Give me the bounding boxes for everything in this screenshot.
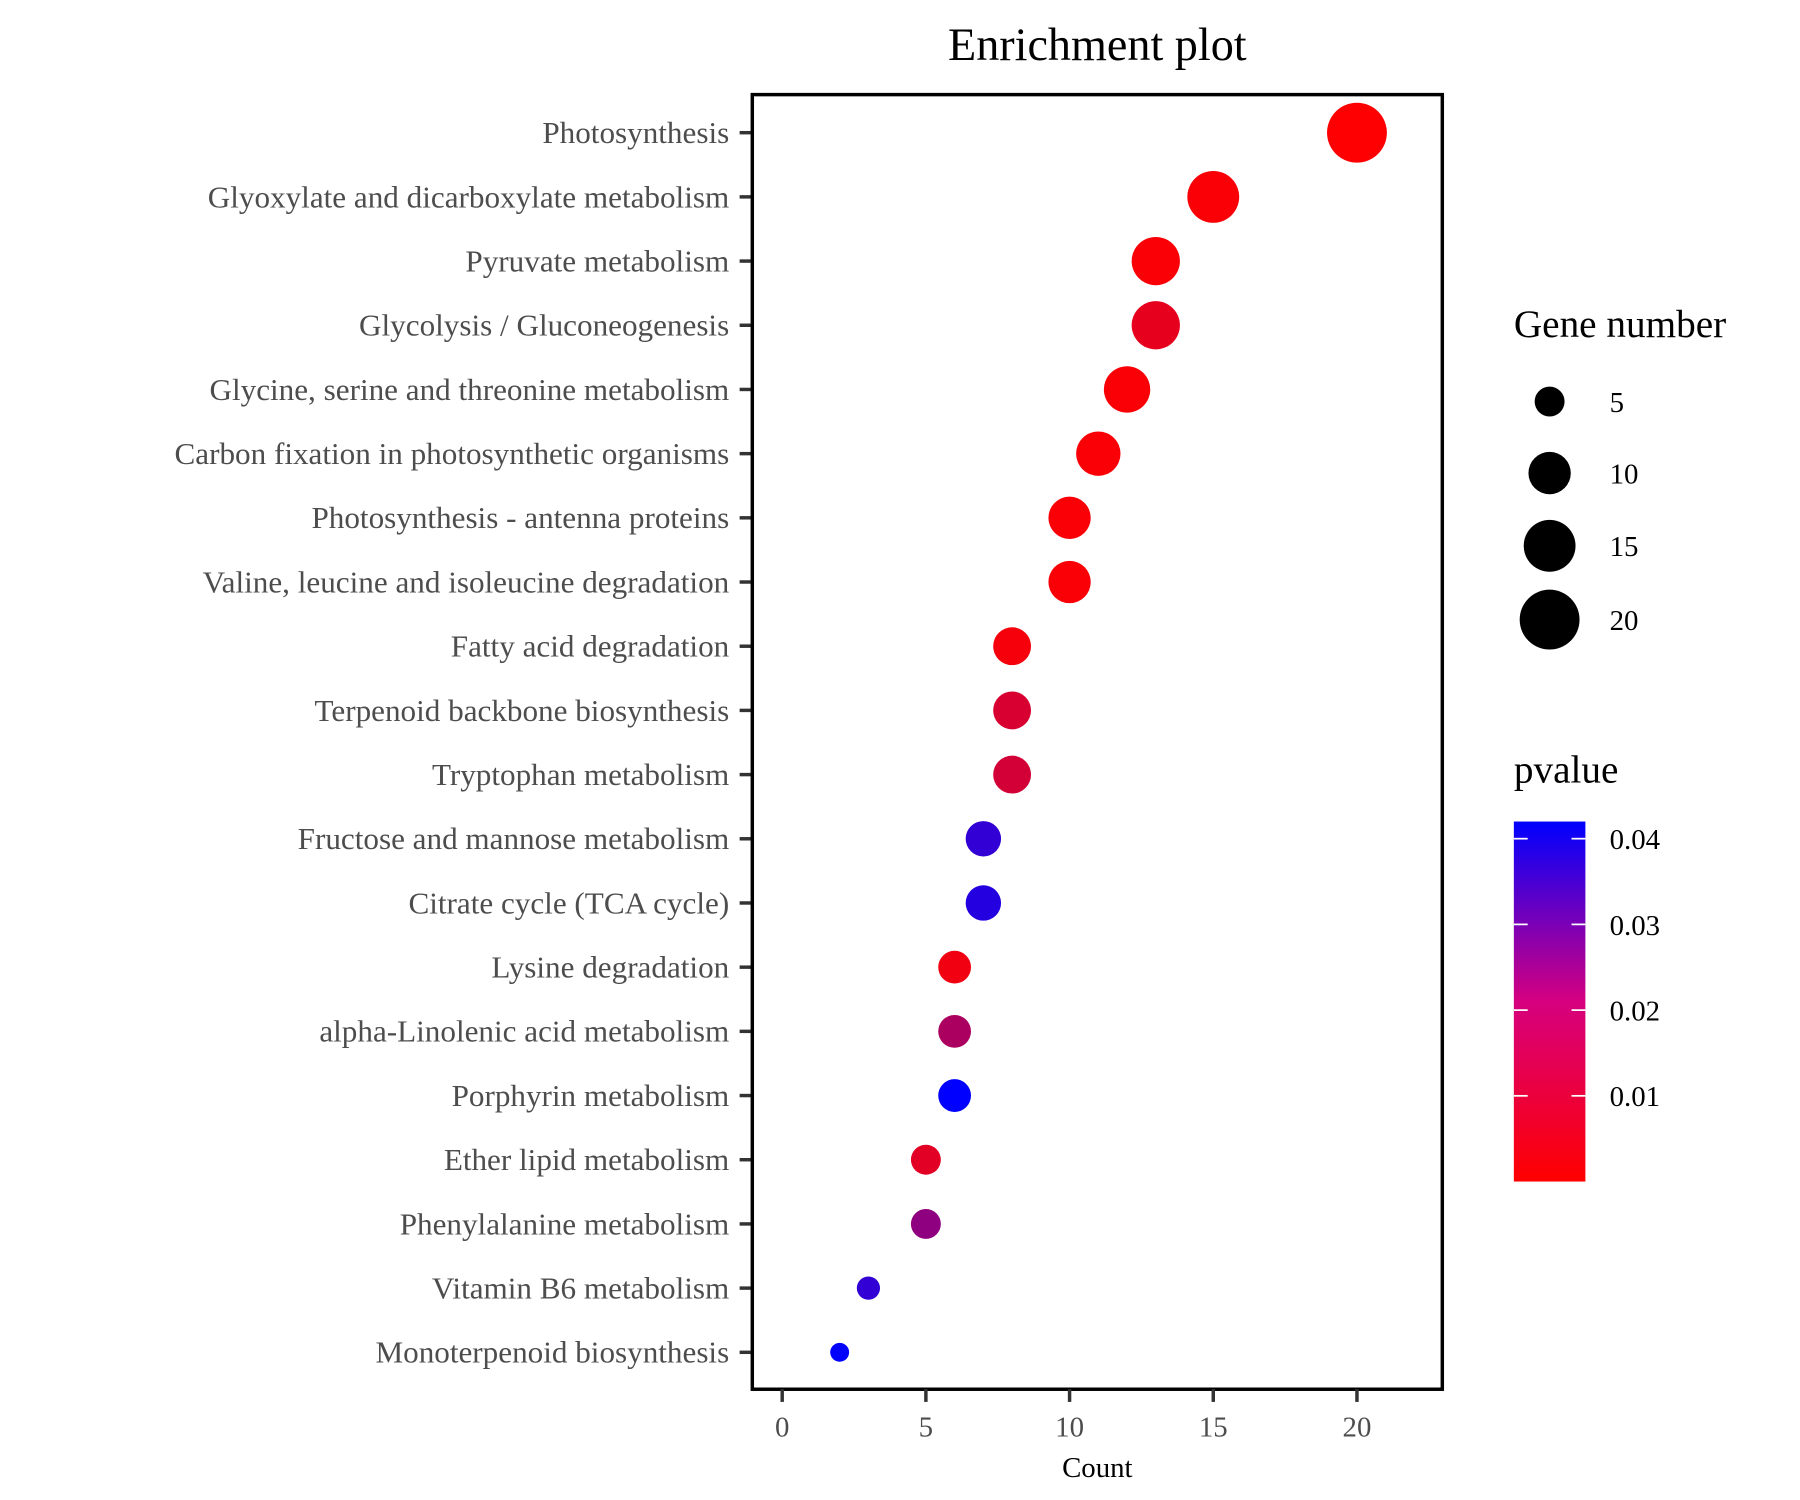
x-tick-label: 0	[775, 1412, 789, 1444]
size-legend-label: 5	[1610, 387, 1624, 419]
y-tick-label: Photosynthesis - antenna proteins	[311, 500, 729, 535]
data-point	[993, 627, 1032, 666]
x-tick-label: 5	[919, 1412, 933, 1444]
data-point	[1131, 236, 1180, 286]
y-tick-label: Monoterpenoid biosynthesis	[375, 1335, 729, 1370]
x-axis-label: Count	[1062, 1452, 1132, 1484]
size-legend-dot	[1519, 589, 1580, 650]
y-tick-label: Ether lipid metabolism	[444, 1142, 729, 1177]
data-point	[1131, 301, 1180, 350]
size-legend-title: Gene number	[1514, 303, 1726, 346]
size-legend-dot	[1523, 519, 1576, 572]
y-tick-label: Photosynthesis	[542, 115, 729, 150]
data-point	[856, 1276, 881, 1300]
data-point	[1076, 431, 1121, 476]
y-tick-label: Pyruvate metabolism	[465, 243, 729, 278]
y-tick-label: Porphyrin metabolism	[452, 1078, 730, 1113]
y-tick-label: Citrate cycle (TCA cycle)	[408, 885, 729, 920]
y-tick-label: alpha-Linolenic acid metabolism	[319, 1014, 729, 1049]
y-tick-label: Glycine, serine and threonine metabolism	[209, 372, 729, 407]
data-point	[1048, 560, 1091, 604]
y-tick-label: Phenylalanine metabolism	[400, 1206, 730, 1241]
y-tick-label: Fructose and mannose metabolism	[298, 821, 730, 856]
data-point	[993, 691, 1032, 730]
data-point	[993, 755, 1032, 794]
color-legend-label: 0.01	[1610, 1081, 1660, 1113]
data-point	[910, 1144, 941, 1175]
y-tick-label: Tryptophan metabolism	[432, 757, 729, 792]
data-point	[830, 1342, 850, 1362]
x-tick-label: 10	[1055, 1412, 1084, 1444]
x-tick-label: 15	[1199, 1412, 1228, 1444]
plot-panel-border	[750, 92, 1445, 1391]
size-legend-label: 20	[1610, 605, 1639, 637]
data-point	[1103, 366, 1151, 413]
data-point	[965, 821, 1002, 857]
y-tick-label: Terpenoid backbone biosynthesis	[315, 693, 730, 728]
color-bar	[1513, 821, 1586, 1182]
data-point	[1187, 170, 1240, 223]
color-legend-title: pvalue	[1514, 748, 1619, 791]
y-tick-label: Glyoxylate and dicarboxylate metabolism	[208, 179, 729, 214]
y-tick-label: Valine, leucine and isoleucine degradati…	[203, 564, 730, 599]
data-point	[1327, 102, 1387, 163]
data-point	[938, 950, 972, 984]
data-point	[938, 1014, 972, 1048]
size-legend-label: 10	[1610, 458, 1639, 490]
color-legend-label: 0.03	[1610, 910, 1660, 942]
y-tick-label: Glycolysis / Gluconeogenesis	[359, 308, 729, 343]
y-tick-label: Fatty acid degradation	[451, 629, 730, 664]
color-legend-label: 0.02	[1610, 995, 1660, 1027]
x-tick-label: 20	[1343, 1412, 1372, 1444]
chart-title: Enrichment plot	[948, 19, 1247, 70]
data-point	[910, 1208, 941, 1239]
y-tick-label: Lysine degradation	[491, 950, 729, 985]
y-tick-label: Carbon fixation in photosynthetic organi…	[175, 436, 730, 471]
color-legend-label: 0.04	[1610, 824, 1660, 856]
data-point	[938, 1079, 972, 1112]
size-legend-dot	[1534, 386, 1565, 417]
data-point	[965, 885, 1002, 921]
y-tick-label: Vitamin B6 metabolism	[432, 1271, 729, 1306]
size-legend-label: 15	[1610, 531, 1639, 563]
size-legend-dot	[1528, 451, 1571, 495]
data-point	[1048, 496, 1091, 539]
